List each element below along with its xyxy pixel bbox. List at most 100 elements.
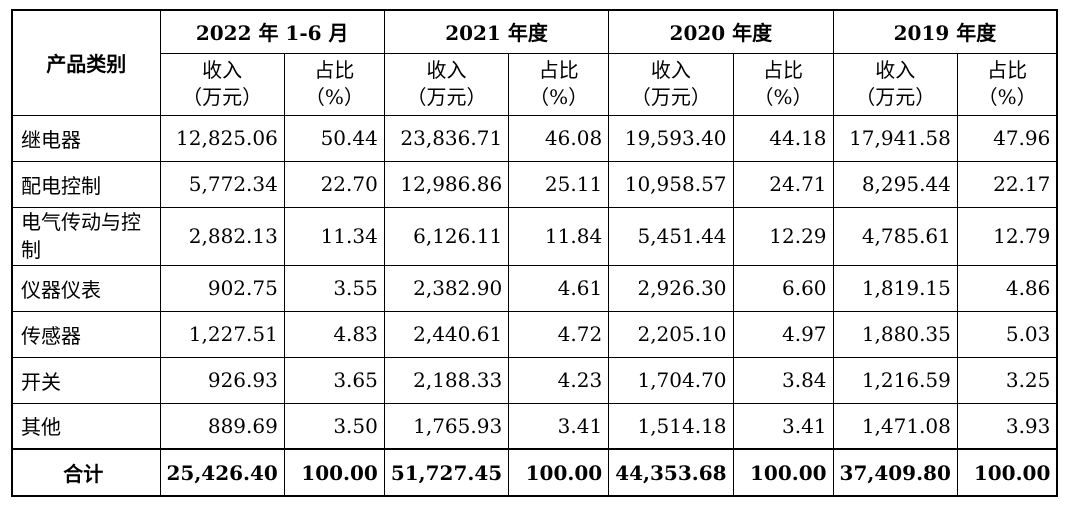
share-header: 占比 （%） — [283, 52, 385, 116]
revenue-header: 收入 （万元） — [383, 52, 510, 116]
revenue-unit: （万元） — [182, 85, 263, 109]
share-label: 占比 — [538, 58, 579, 82]
share-cell: 3.41 — [508, 402, 610, 450]
share-cell: 3.50 — [283, 402, 385, 450]
share-cell: 3.25 — [956, 356, 1058, 404]
total-share-cell: 100.00 — [283, 448, 385, 497]
category-cell: 电气传动与控制 — [11, 206, 161, 266]
revenue-cell: 2,882.13 — [159, 206, 285, 266]
period-header: 2019 年度 — [832, 9, 1058, 54]
revenue-cell: 1,819.15 — [832, 264, 958, 312]
table-row: 其他 889.69 3.50 1,765.93 3.41 1,514.18 3.… — [11, 402, 1058, 450]
total-share-cell: 100.00 — [732, 448, 834, 497]
revenue-cell: 6,126.11 — [383, 206, 510, 266]
revenue-cell: 5,772.34 — [159, 160, 285, 208]
total-label: 合计 — [11, 448, 161, 497]
share-label: 占比 — [763, 58, 804, 82]
share-unit: （%） — [529, 85, 589, 109]
revenue-label: 收入 — [875, 58, 916, 82]
total-revenue-cell: 51,727.45 — [383, 448, 510, 497]
header-row-metrics: 收入 （万元） 占比 （%） 收入 （万元） 占比 （%） 收入 （万元） 占比 （%） 收… — [12, 52, 1058, 116]
category-header: 产品类别 — [11, 9, 161, 116]
table-row: 电气传动与控制 2,882.13 11.34 6,126.11 11.84 5,… — [11, 206, 1058, 266]
share-cell: 3.93 — [956, 402, 1058, 450]
revenue-header: 收入 （万元） — [159, 52, 285, 116]
category-cell: 其他 — [11, 402, 161, 450]
share-cell: 12.79 — [956, 206, 1058, 266]
total-revenue-cell: 25,426.40 — [159, 448, 285, 497]
share-cell: 22.17 — [956, 160, 1058, 208]
revenue-cell: 2,926.30 — [608, 264, 734, 312]
share-cell: 11.84 — [508, 206, 610, 266]
revenue-cell: 1,471.08 — [832, 402, 958, 450]
revenue-table-container: 产品类别 2022 年 1-6 月 2021 年度 2020 年度 2019 年… — [11, 9, 1059, 497]
share-cell: 3.55 — [283, 264, 385, 312]
revenue-cell: 1,765.93 — [383, 402, 510, 450]
category-cell: 传感器 — [11, 310, 161, 358]
total-share-cell: 100.00 — [956, 448, 1058, 497]
share-cell: 6.60 — [732, 264, 834, 312]
total-revenue-cell: 44,353.68 — [608, 448, 734, 497]
total-share-cell: 100.00 — [508, 448, 610, 497]
table-row: 开关 926.93 3.65 2,188.33 4.23 1,704.70 3.… — [11, 356, 1058, 404]
revenue-unit: （万元） — [630, 85, 711, 109]
revenue-unit: （万元） — [855, 85, 936, 109]
share-header: 占比 （%） — [732, 52, 834, 116]
revenue-cell: 889.69 — [159, 402, 285, 450]
total-row: 合计 25,426.40 100.00 51,727.45 100.00 44,… — [11, 448, 1058, 497]
revenue-unit: （万元） — [406, 85, 487, 109]
category-cell: 开关 — [11, 356, 161, 404]
category-cell: 配电控制 — [11, 160, 161, 208]
revenue-cell: 19,593.40 — [608, 114, 734, 162]
share-header: 占比 （%） — [956, 52, 1058, 116]
share-cell: 4.72 — [508, 310, 610, 358]
category-cell: 仪器仪表 — [11, 264, 161, 312]
revenue-cell: 1,880.35 — [832, 310, 958, 358]
share-label: 占比 — [314, 58, 355, 82]
share-cell: 46.08 — [508, 114, 610, 162]
share-cell: 44.18 — [732, 114, 834, 162]
revenue-cell: 10,958.57 — [608, 160, 734, 208]
share-cell: 4.86 — [956, 264, 1058, 312]
header-row-periods: 产品类别 2022 年 1-6 月 2021 年度 2020 年度 2019 年… — [11, 9, 1058, 116]
table-row: 继电器 12,825.06 50.44 23,836.71 46.08 19,5… — [11, 114, 1058, 162]
revenue-cell: 1,514.18 — [608, 402, 734, 450]
share-cell: 5.03 — [956, 310, 1058, 358]
share-cell: 50.44 — [283, 114, 385, 162]
share-cell: 3.65 — [283, 356, 385, 404]
share-header: 占比 （%） — [508, 52, 610, 116]
revenue-cell: 12,825.06 — [159, 114, 285, 162]
share-cell: 4.61 — [508, 264, 610, 312]
share-cell: 12.29 — [732, 206, 834, 266]
share-label: 占比 — [987, 58, 1028, 82]
share-cell: 4.97 — [732, 310, 834, 358]
table-row: 配电控制 5,772.34 22.70 12,986.86 25.11 10,9… — [11, 160, 1058, 208]
share-cell: 25.11 — [508, 160, 610, 208]
share-cell: 4.23 — [508, 356, 610, 404]
share-cell: 24.71 — [732, 160, 834, 208]
share-cell: 11.34 — [283, 206, 385, 266]
revenue-cell: 2,440.61 — [383, 310, 510, 358]
revenue-cell: 4,785.61 — [832, 206, 958, 266]
share-unit: （%） — [977, 85, 1037, 109]
revenue-cell: 1,227.51 — [159, 310, 285, 358]
share-cell: 22.70 — [283, 160, 385, 208]
revenue-cell: 12,986.86 — [383, 160, 510, 208]
revenue-cell: 902.75 — [159, 264, 285, 312]
revenue-cell: 2,382.90 — [383, 264, 510, 312]
share-cell: 4.83 — [283, 310, 385, 358]
revenue-cell: 8,295.44 — [832, 160, 958, 208]
table-row: 仪器仪表 902.75 3.55 2,382.90 4.61 2,926.30 … — [11, 264, 1058, 312]
revenue-cell: 1,704.70 — [608, 356, 734, 404]
period-header: 2020 年度 — [608, 9, 834, 54]
total-revenue-cell: 37,409.80 — [832, 448, 958, 497]
revenue-label: 收入 — [202, 58, 243, 82]
revenue-cell: 23,836.71 — [383, 114, 510, 162]
share-cell: 3.41 — [732, 402, 834, 450]
share-unit: （%） — [304, 85, 364, 109]
revenue-cell: 1,216.59 — [832, 356, 958, 404]
revenue-cell: 2,188.33 — [383, 356, 510, 404]
period-header: 2022 年 1-6 月 — [159, 9, 385, 54]
revenue-label: 收入 — [426, 58, 467, 82]
share-unit: （%） — [753, 85, 813, 109]
